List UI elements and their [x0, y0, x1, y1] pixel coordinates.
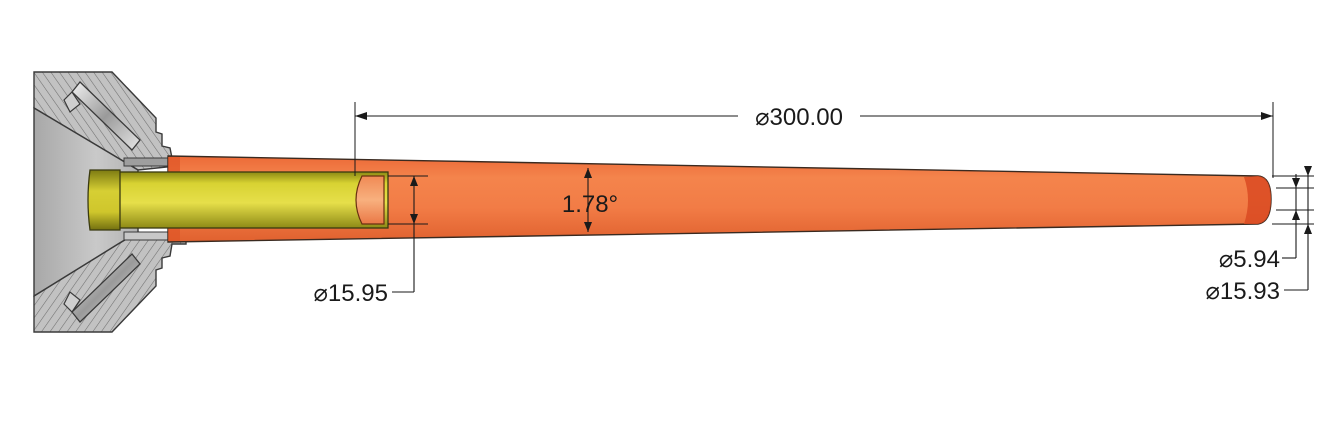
tip-end-face — [1244, 176, 1271, 224]
overall-length-label: ⌀300.00 — [755, 104, 843, 131]
dimension-bore-diameter: ⌀15.95 — [313, 175, 428, 307]
lower-cooling-channel — [71, 253, 141, 323]
tip-outer-diameter-label: ⌀15.93 — [1205, 278, 1280, 305]
dimension-taper-angle: 1.78° — [562, 168, 618, 232]
bore-insert — [87, 169, 389, 231]
lower-channel-tip — [63, 291, 81, 313]
upper-channel-tip — [63, 91, 81, 113]
tip-bore-diameter-label: ⌀5.94 — [1219, 246, 1280, 273]
taper-angle-label: 1.78° — [562, 191, 618, 218]
mold-plate — [33, 71, 187, 333]
bore-end — [355, 175, 385, 225]
dimension-tip-diameters: ⌀5.94 ⌀15.93 — [1205, 166, 1314, 305]
bore-sleeve — [117, 171, 389, 229]
upper-cooling-channel — [71, 81, 141, 151]
bore-collar — [87, 169, 121, 231]
dimension-overall-length: ⌀300.00 — [354, 102, 1274, 178]
bore-diameter-label: ⌀15.95 — [313, 280, 388, 307]
